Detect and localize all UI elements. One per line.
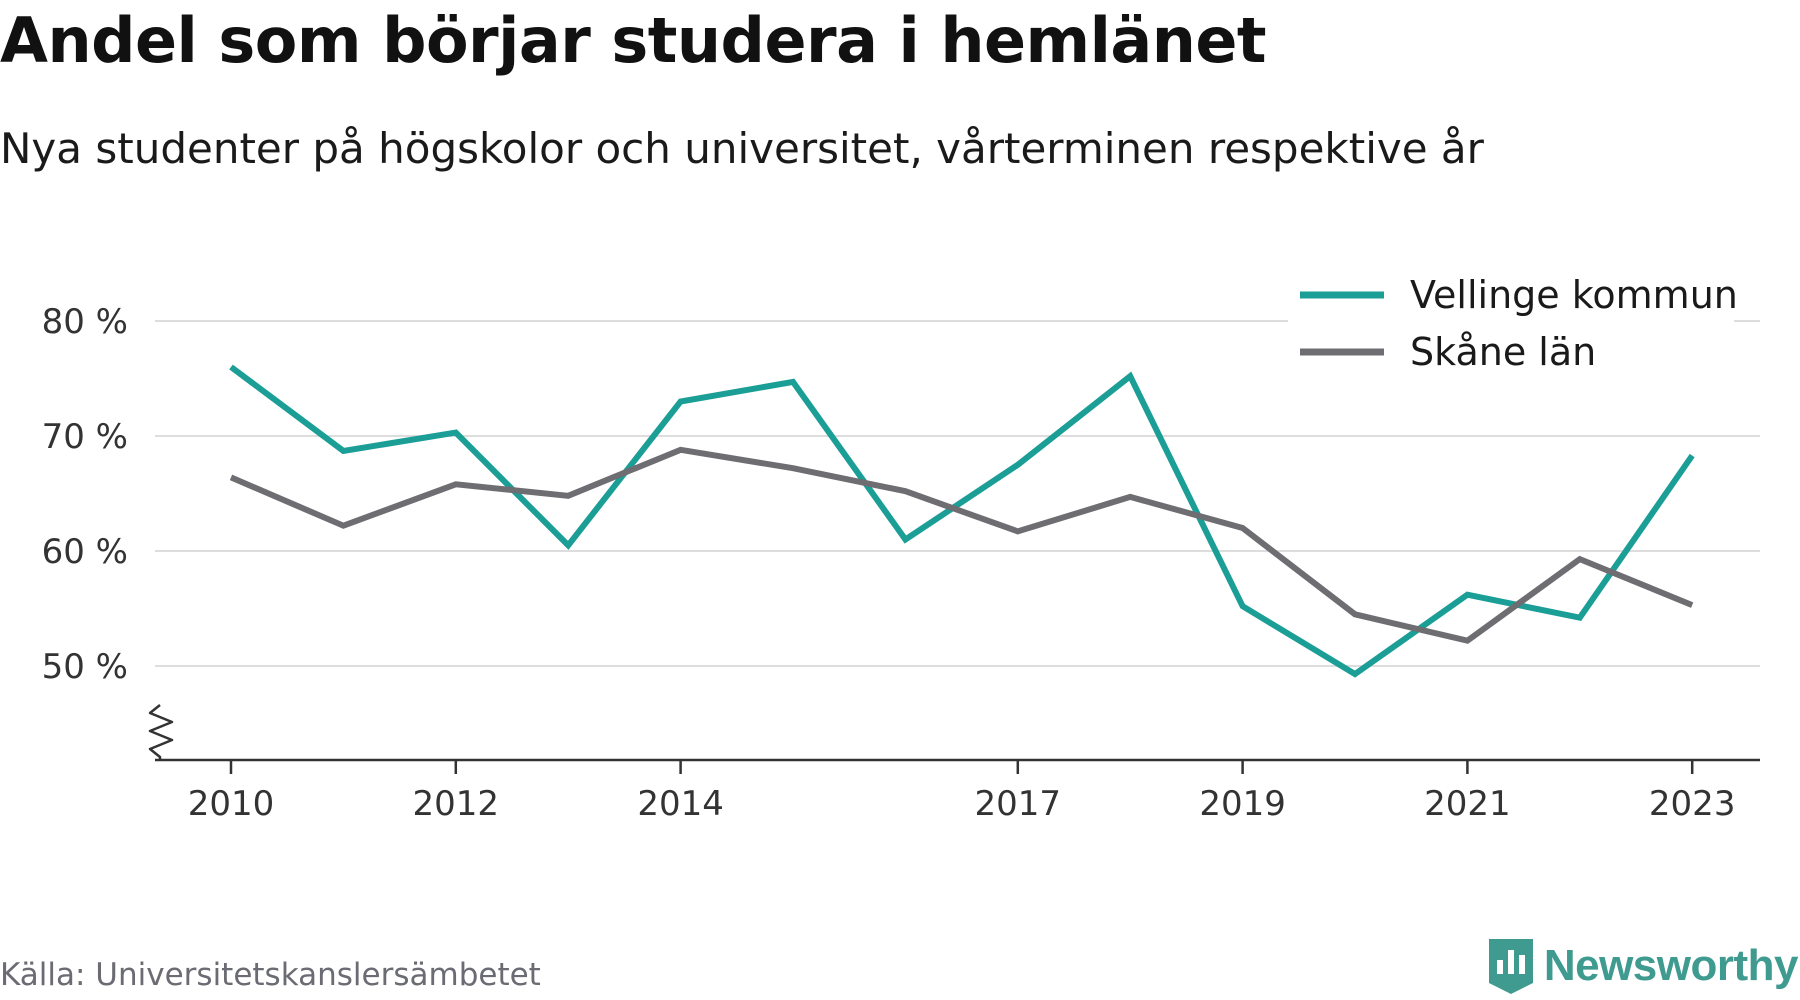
series-lines <box>229 364 1695 678</box>
newsworthy-logo: Newsworthy <box>1486 936 1799 996</box>
legend-background <box>1288 270 1734 376</box>
legend-label: Vellinge kommun <box>1410 273 1738 317</box>
x-tick-label: 2023 <box>1649 784 1736 824</box>
gridlines: 50 % 60 % 70 % 80 % <box>42 302 1760 687</box>
newsworthy-bars-icon <box>1488 939 1533 994</box>
x-tick-label: 2012 <box>413 784 500 824</box>
y-tick-label: 70 % <box>42 417 128 457</box>
series-line-skane <box>229 446 1694 644</box>
x-tick-label: 2010 <box>188 784 275 824</box>
brand-name: Newsworthy <box>1543 941 1799 990</box>
y-tick-label: 60 % <box>42 532 128 572</box>
legend-label: Skåne län <box>1410 330 1596 374</box>
x-tick-label: 2021 <box>1424 784 1511 824</box>
x-axis: 2010 2012 2014 2017 2019 2021 2023 <box>148 704 1760 824</box>
series-line-vellinge <box>229 364 1695 678</box>
x-tick-label: 2019 <box>1199 784 1286 824</box>
axis-break-icon <box>148 704 174 760</box>
source-note: Källa: Universitetskanslersämbetet <box>0 957 541 993</box>
chart-title: Andel som börjar studera i hemlänet <box>0 4 1267 77</box>
y-tick-label: 80 % <box>42 302 128 342</box>
legend: Vellinge kommun Skåne län <box>1288 270 1738 376</box>
y-tick-label: 50 % <box>42 647 128 687</box>
x-tick-label: 2017 <box>975 784 1062 824</box>
x-tick-label: 2014 <box>637 784 724 824</box>
chart-subtitle: Nya studenter på högskolor och universit… <box>0 124 1484 173</box>
